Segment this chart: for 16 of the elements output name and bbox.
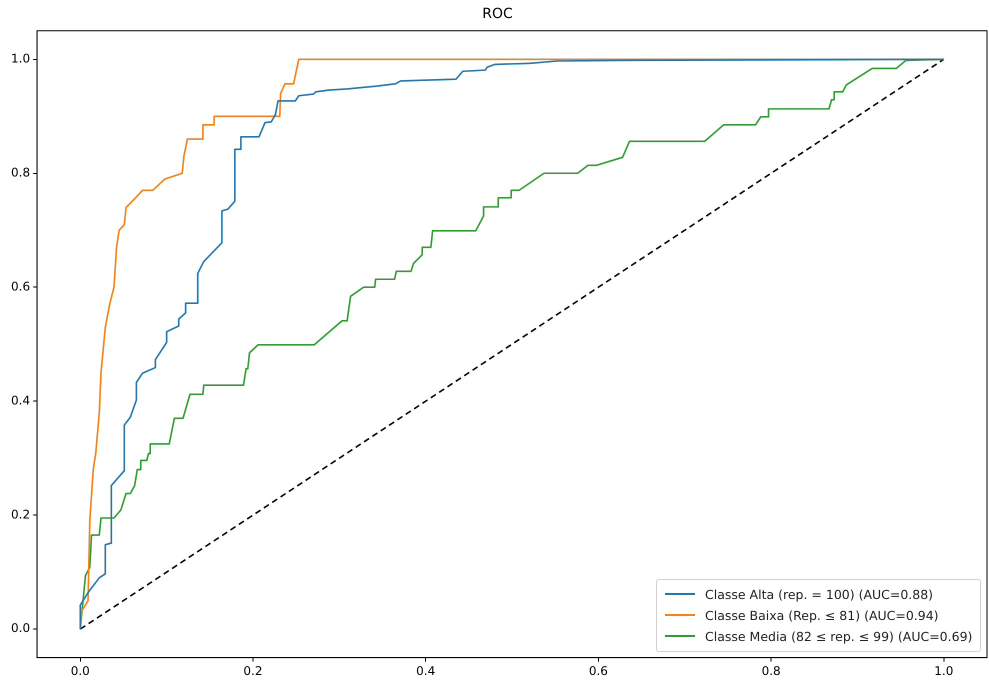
y-tick-label: 0.6 bbox=[10, 279, 30, 294]
y-tick-label: 0.2 bbox=[10, 507, 30, 522]
y-tick-label: 0.4 bbox=[10, 393, 30, 408]
y-tick-label: 1.0 bbox=[10, 51, 30, 66]
legend-label: Classe Alta (rep. = 100) (AUC=0.88) bbox=[705, 586, 934, 602]
x-tick-label: 0.2 bbox=[243, 664, 263, 678]
legend-label: Classe Media (82 ≤ rep. ≤ 99) (AUC=0.69) bbox=[705, 628, 972, 644]
y-tick-label: 0.8 bbox=[10, 165, 30, 180]
x-tick-label: 0.6 bbox=[588, 664, 608, 678]
x-tick-label: 0.8 bbox=[762, 664, 781, 678]
chart-title: ROC bbox=[482, 6, 513, 22]
legend-label: Classe Baixa (Rep. ≤ 81) (AUC=0.94) bbox=[705, 608, 939, 623]
y-tick-label: 0.0 bbox=[10, 621, 30, 636]
x-tick-label: 0.0 bbox=[70, 664, 90, 678]
x-tick-label: 1.0 bbox=[934, 664, 954, 678]
x-tick-label: 0.4 bbox=[416, 664, 436, 678]
